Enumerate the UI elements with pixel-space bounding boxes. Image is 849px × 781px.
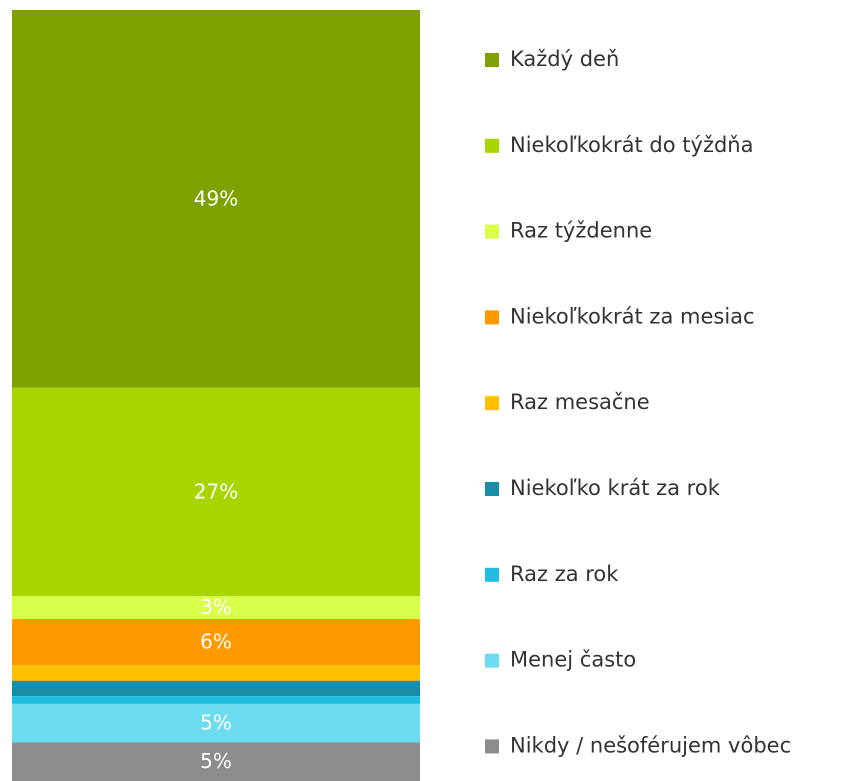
data-label: 5% xyxy=(200,711,232,735)
legend-label: Raz týždenne xyxy=(510,219,652,243)
legend-swatch xyxy=(485,53,499,67)
data-label: 27% xyxy=(194,479,238,503)
legend-swatch xyxy=(485,482,499,496)
bar-segment xyxy=(12,595,420,620)
data-label: 3% xyxy=(200,595,232,619)
legend-swatch xyxy=(485,138,499,153)
legend-label: Raz za rok xyxy=(510,562,619,586)
legend-label: Každý deň xyxy=(510,47,619,71)
data-label: 6% xyxy=(200,630,232,654)
data-label: 49% xyxy=(194,186,238,210)
legend-label: Nikdy / nešoférujem vôbec xyxy=(510,733,791,757)
bar-segment xyxy=(12,696,420,704)
legend-swatch xyxy=(485,396,499,411)
legend-label: Niekoľkokrát do týždňa xyxy=(510,133,753,157)
legend-label: Menej často xyxy=(510,648,636,672)
data-label: 5% xyxy=(200,749,232,773)
legend-swatch xyxy=(485,739,499,754)
legend-swatch xyxy=(485,224,499,239)
legend-label: Niekoľko krát za rok xyxy=(510,476,721,500)
bar-segment xyxy=(12,619,420,666)
legend-label: Raz mesačne xyxy=(510,390,650,414)
bar-segment xyxy=(12,10,420,388)
bar-segment xyxy=(12,387,420,596)
bar-segment xyxy=(12,680,420,697)
legend-label: Niekoľkokrát za mesiac xyxy=(510,304,755,328)
legend-swatch xyxy=(485,653,499,668)
bar-segment xyxy=(12,703,420,743)
bar-segment xyxy=(12,742,420,781)
legend-swatch xyxy=(485,310,499,325)
legend-swatch xyxy=(485,567,499,582)
bar-segment xyxy=(12,665,420,681)
